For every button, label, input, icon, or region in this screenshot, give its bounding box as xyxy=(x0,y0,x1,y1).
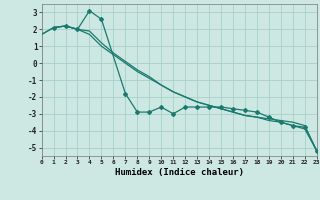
X-axis label: Humidex (Indice chaleur): Humidex (Indice chaleur) xyxy=(115,168,244,177)
